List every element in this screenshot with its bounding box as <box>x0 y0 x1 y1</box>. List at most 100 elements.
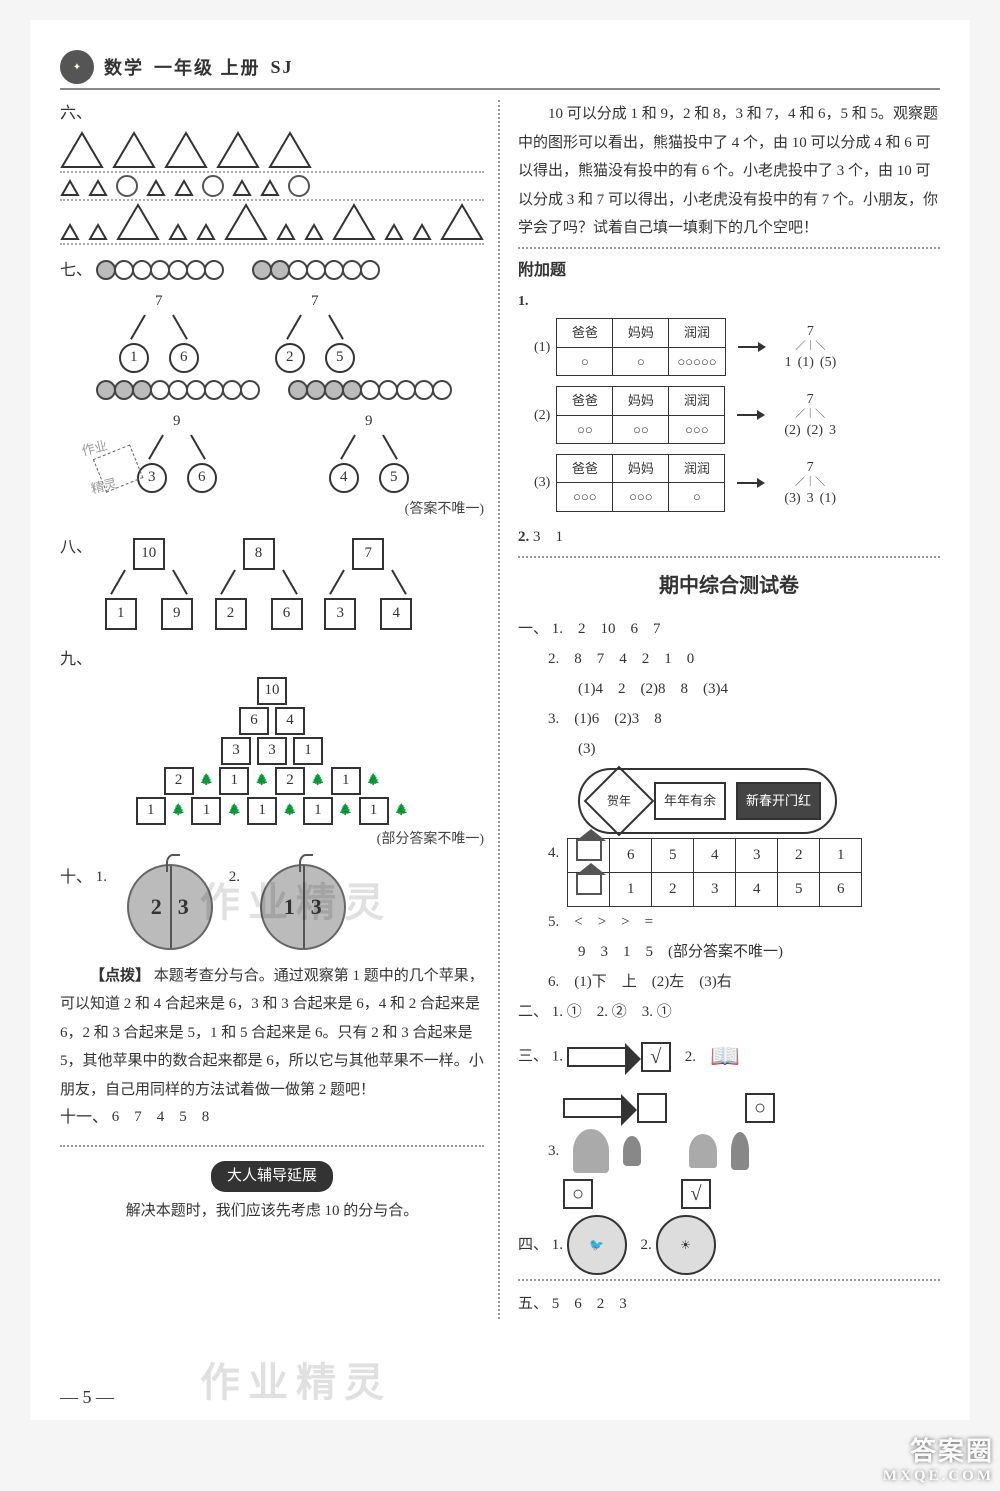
yi-l4-label: 4. <box>548 838 559 868</box>
oval-box: 贺年 年年有余 新春开门红 <box>578 768 837 834</box>
mini-tree-icon: 🌲 <box>283 801 297 821</box>
bead-icon <box>186 380 206 400</box>
bead-icon <box>342 380 362 400</box>
divider-r1 <box>518 247 940 249</box>
bead-icon <box>432 380 452 400</box>
split-left: 2 <box>275 343 305 373</box>
pyr-cell: 10 <box>257 677 287 705</box>
bead-icon <box>186 260 206 280</box>
mini-tree-icon: 🌲 <box>311 771 325 791</box>
arrow-icon <box>737 475 765 491</box>
san-q3-chk: ○ √ <box>518 1179 940 1209</box>
oval-0: 贺年 <box>607 789 631 813</box>
pyr-cell: 1 <box>359 797 389 825</box>
section-eleven: 十一、 6 7 4 5 8 <box>60 1104 484 1133</box>
check-box-5: √ <box>681 1179 711 1209</box>
check-box-4: ○ <box>563 1179 593 1209</box>
san-q2-idx: 2. <box>685 1042 696 1072</box>
triangle-icon <box>174 179 194 197</box>
nine-pyramid: 10643312🌲1🌲2🌲1🌲1🌲1🌲1🌲1🌲1🌲 <box>60 677 484 825</box>
bead-icon <box>168 380 188 400</box>
triangle-icon <box>88 223 108 241</box>
eleven-values: 6 7 4 5 8 <box>112 1109 210 1125</box>
triangle-icon <box>304 223 324 241</box>
grade: 一年级 上册 <box>154 54 261 80</box>
split-tree: 9 4 5 <box>329 408 409 493</box>
arrow-icon <box>738 339 766 355</box>
si-q1: 1. <box>552 1237 563 1253</box>
bead-icon <box>150 260 170 280</box>
bead-icon <box>240 380 260 400</box>
si-q2: 2. <box>641 1237 652 1253</box>
bead-icon <box>360 380 380 400</box>
mini-tree-icon: 🌲 <box>227 801 241 821</box>
dianbo-label: 【点拨】 <box>90 968 150 984</box>
corner-watermark: 答案圈 MXQE.COM <box>883 1431 994 1485</box>
split-right: 5 <box>325 343 355 373</box>
stamp-1: 年年有余 <box>654 782 726 820</box>
triangle-icon <box>88 179 108 197</box>
attach-q2: 2. 3 1 <box>518 522 940 552</box>
columns: 六、 七、 7 1 6 7 2 5 9 <box>60 100 940 1319</box>
arrow-shape-icon-2 <box>563 1098 623 1118</box>
nine-label: 九、 <box>60 646 92 675</box>
right-column: 10 可以分成 1 和 9，2 和 8，3 和 7，4 和 6，5 和 5。观察… <box>518 100 940 1319</box>
mini-tree-icon: 🌲 <box>172 801 186 821</box>
yi-l3b-label: (3) <box>578 741 596 757</box>
left-column: 六、 七、 7 1 6 7 2 5 9 <box>60 100 500 1319</box>
nine-note: (部分答案不唯一) <box>60 827 484 852</box>
seven-note: (答案不唯一) <box>60 497 484 522</box>
triangle-icon <box>268 131 312 169</box>
corner-wm-1: 答案圈 <box>883 1431 994 1468</box>
bead-icon <box>204 260 224 280</box>
bead-icon <box>306 380 326 400</box>
mini-tree-icon: 🌲 <box>367 771 381 791</box>
six-rows <box>60 129 484 245</box>
mini-tree-icon: 🌲 <box>339 801 353 821</box>
yi-l5b: 9 3 1 5 (部分答案不唯一) <box>518 937 940 967</box>
house-icon <box>576 839 602 861</box>
page: ✦ 数学 一年级 上册 SJ 六、 七、 7 1 6 7 <box>30 20 970 1420</box>
er-values: 1. ① 2. ② 3. ① <box>552 1004 672 1020</box>
bead-row <box>96 257 222 284</box>
wu-values: 5 6 2 3 <box>552 1296 627 1312</box>
triangle-icon <box>276 223 296 241</box>
pyr-cell: 4 <box>275 707 305 735</box>
bead-icon <box>378 380 398 400</box>
split-tree: 7 1 6 <box>119 288 199 373</box>
pyr-cell: 1 <box>331 767 361 795</box>
triangle-icon <box>60 223 80 241</box>
tutor-pill-wrap: 大人辅导延展 <box>60 1155 484 1198</box>
yi-l2b: (1)4 2 (2)8 8 (3)4 <box>518 674 940 704</box>
er-label: 二、 <box>518 1004 548 1020</box>
mini-tree-icon: 🌲 <box>395 801 409 821</box>
bead-icon <box>288 260 308 280</box>
mini-split: 7 ／｜＼ 1(1)(5) <box>782 319 840 375</box>
pyr-cell: 1 <box>303 797 333 825</box>
arrow-shape-icon <box>567 1047 627 1067</box>
bead-icon <box>270 260 290 280</box>
san-q1-idx: 1. <box>552 1048 563 1064</box>
circle-icon <box>202 175 224 197</box>
bead-icon <box>396 380 416 400</box>
pyr-cell: 1 <box>136 797 166 825</box>
eleven-label: 十一、 <box>60 1104 108 1133</box>
triangle-icon <box>384 223 404 241</box>
bird-icon: 🐦 <box>567 1215 627 1275</box>
dianbo: 【点拨】 本题考查分与合。通过观察第 1 题中的几个苹果，可以知道 2 和 4 … <box>60 962 484 1105</box>
pyr-cell: 1 <box>247 797 277 825</box>
pyr-cell: 3 <box>257 737 287 765</box>
triangle-icon <box>112 131 156 169</box>
diamond-stamp: 贺年 <box>584 765 655 836</box>
bead-row <box>288 377 450 404</box>
divider-r3 <box>518 1279 940 1281</box>
kid-icon-2 <box>731 1132 749 1170</box>
er: 二、 1. ① 2. ② 3. ① <box>518 997 940 1027</box>
header: ✦ 数学 一年级 上册 SJ <box>60 50 940 90</box>
si: 四、 1. 🐦 2. ☀ <box>518 1215 940 1275</box>
tree-icon-2 <box>689 1134 717 1168</box>
pyr-cell: 2 <box>164 767 194 795</box>
bead-icon <box>168 260 188 280</box>
san-q1: √ 2. 📖 <box>567 1033 740 1081</box>
dianbo-text: 本题考查分与合。通过观察第 1 题中的几个苹果，可以知道 2 和 4 合起来是 … <box>60 968 484 1098</box>
